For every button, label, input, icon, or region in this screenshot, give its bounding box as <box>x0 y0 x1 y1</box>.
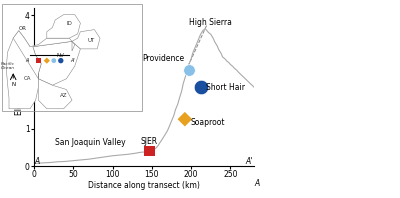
Point <box>186 69 192 72</box>
Y-axis label: Elevation (km): Elevation (km) <box>14 59 24 115</box>
Text: A: A <box>25 58 29 64</box>
Polygon shape <box>38 73 72 109</box>
X-axis label: Distance along transect (km): Distance along transect (km) <box>88 181 200 190</box>
Text: Soaproot: Soaproot <box>190 118 225 127</box>
Text: Short Hair: Short Hair <box>206 83 245 92</box>
Text: San Joaquin Valley: San Joaquin Valley <box>55 138 126 147</box>
Text: Pacific
Ocean: Pacific Ocean <box>1 62 15 70</box>
Text: CA: CA <box>24 76 31 81</box>
Text: UT: UT <box>88 38 95 43</box>
Text: N: N <box>11 82 15 87</box>
Text: AZ: AZ <box>60 93 67 98</box>
Point <box>50 59 57 62</box>
Polygon shape <box>33 41 80 85</box>
Text: Providence: Providence <box>143 54 185 63</box>
Point <box>146 150 153 153</box>
Point <box>58 59 64 62</box>
Text: A': A' <box>246 157 253 166</box>
Polygon shape <box>6 31 41 109</box>
Polygon shape <box>72 30 100 49</box>
Point <box>197 86 204 89</box>
Point <box>182 118 188 121</box>
Text: OR: OR <box>19 26 27 31</box>
Text: NV: NV <box>57 53 65 58</box>
Text: ID: ID <box>66 21 72 26</box>
Text: High Sierra: High Sierra <box>189 18 232 27</box>
Point <box>44 59 50 62</box>
Text: A': A' <box>70 58 75 64</box>
Polygon shape <box>47 15 80 38</box>
Polygon shape <box>13 31 75 79</box>
Text: A: A <box>254 179 259 188</box>
Point <box>35 59 42 62</box>
Text: A: A <box>34 157 39 166</box>
Text: SJER: SJER <box>141 137 158 146</box>
